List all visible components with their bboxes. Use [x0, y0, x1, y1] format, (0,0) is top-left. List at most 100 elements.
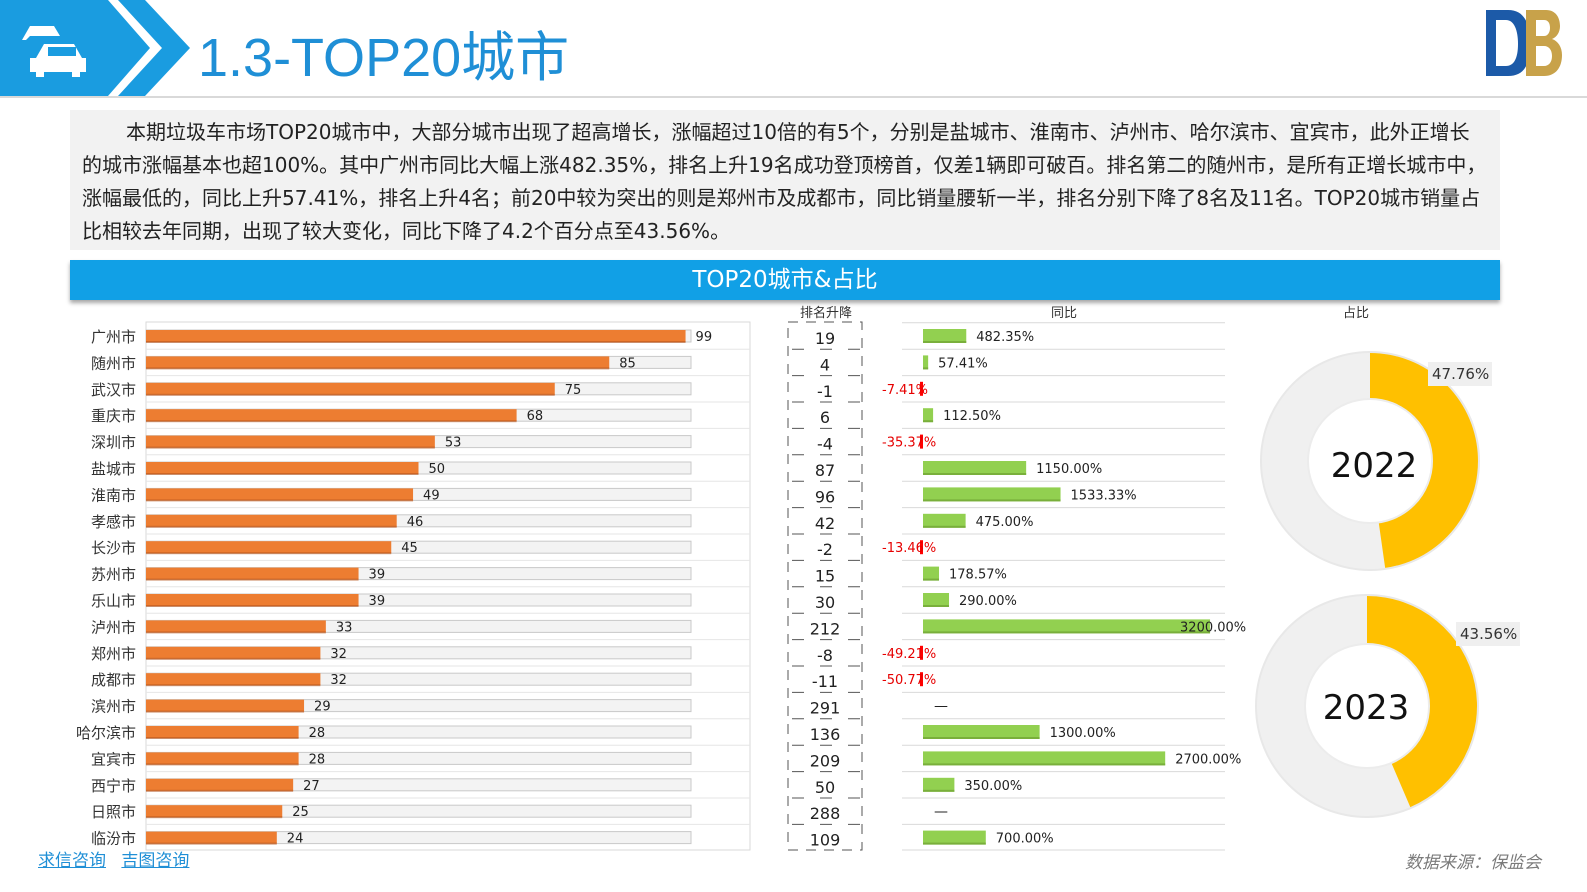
city-tick-label: 盐城市: [91, 460, 136, 478]
donut-value-label: 47.76%: [1432, 365, 1489, 383]
yoy-bar-negative: [920, 645, 923, 660]
bar-mark: [146, 435, 435, 448]
city-tick-label: 乐山市: [91, 592, 136, 610]
bar-shadow: [146, 763, 299, 766]
bar-value-label: 39: [369, 568, 386, 583]
bar-shadow: [146, 657, 321, 660]
donut-center-label: 2023: [1323, 688, 1410, 728]
rank-change-value: -2: [817, 540, 833, 559]
bar-shadow: [146, 605, 359, 607]
yoy-value-label: -13.46%: [882, 541, 936, 556]
yoy-bar-shadow: [923, 341, 967, 343]
city-tick-label: 临汾市: [91, 830, 136, 848]
footer-link-qiuxin[interactable]: 求信咨询: [38, 851, 106, 871]
city-tick-label: 日照市: [91, 803, 136, 821]
summary-text: 本期垃圾车市场TOP20城市中，大部分城市出现了超高增长，涨幅超过10倍的有5个…: [82, 120, 1487, 243]
bar-value-label: 75: [565, 383, 582, 398]
yoy-value-label: 482.35%: [976, 330, 1034, 345]
bar-shadow: [146, 578, 359, 581]
rank-change-value: 42: [815, 514, 835, 533]
bar-mark: [146, 673, 321, 686]
yoy-value-label: 475.00%: [976, 515, 1034, 530]
bar-shadow: [146, 631, 326, 634]
rank-change-value: 209: [810, 751, 841, 770]
donut-value-label: 43.56%: [1460, 625, 1517, 643]
rank-change-value: -11: [812, 672, 838, 691]
car-icon: [22, 26, 86, 77]
city-tick-label: 长沙市: [91, 539, 136, 557]
rank-change-value: 109: [810, 831, 841, 850]
yoy-value-label: -49.21%: [882, 647, 936, 662]
yoy-value-label: 112.50%: [943, 409, 1001, 424]
bar-mark: [146, 462, 419, 474]
yoy-bar-positive: [923, 830, 986, 845]
rank-change-header: 排名升降: [800, 305, 852, 321]
bar-mark: [146, 409, 517, 422]
yoy-bar-negative: [920, 381, 923, 396]
donut-hole: [1304, 643, 1430, 769]
bar-shadow: [146, 499, 414, 502]
yoy-bar-shadow: [923, 473, 1027, 475]
yoy-bar-shadow: [923, 367, 929, 370]
bar-value-label: 45: [401, 541, 418, 556]
yoy-value-label: —: [934, 699, 948, 715]
yoy-value-label: 350.00%: [964, 779, 1022, 794]
rank-change-value: 96: [815, 487, 835, 506]
rank-change-value: 50: [815, 778, 835, 797]
rank-change-value: 212: [810, 619, 841, 638]
yoy-bar-shadow: [923, 420, 934, 423]
city-tick-label: 郑州市: [91, 645, 136, 663]
bar-shadow: [146, 525, 397, 528]
city-tick-label: 西宁市: [91, 777, 136, 795]
donut-slice-share: [1367, 596, 1478, 808]
donut-value-label-bg: [1456, 622, 1520, 646]
summary-text-box: 本期垃圾车市场TOP20城市中，大部分城市出现了超高增长，涨幅超过10倍的有5个…: [70, 110, 1500, 250]
donut-center-label: 2022: [1331, 446, 1418, 486]
rank-change-value: 136: [810, 725, 841, 744]
bar-shadow: [146, 341, 686, 343]
bar-mark: [146, 646, 321, 659]
header-divider: [0, 96, 1587, 98]
yoy-value-label: -35.37%: [882, 436, 936, 451]
rank-change-value: 19: [815, 329, 835, 348]
rank-change-value: 30: [815, 593, 835, 612]
city-tick-label: 泸州市: [91, 618, 136, 636]
footer-link-jitu[interactable]: 吉图咨询: [121, 851, 190, 871]
footer-links: 求信咨询 吉图咨询: [38, 846, 199, 871]
city-tick-label: 武汉市: [91, 381, 136, 399]
page-title: 1.3-TOP20城市: [198, 28, 570, 88]
yoy-bar-negative: [920, 434, 923, 449]
rank-change-value: -8: [817, 646, 833, 665]
bar-mark: [146, 356, 610, 369]
share-header: 占比: [1343, 306, 1369, 321]
bar-value-label: 39: [369, 594, 386, 609]
bar-mark: [146, 330, 686, 342]
bar-value-label: 32: [330, 673, 347, 688]
yoy-bar-positive: [923, 355, 929, 370]
donut-value-label-bg: [1428, 362, 1492, 386]
yoy-value-label: 1300.00%: [1050, 726, 1116, 741]
yoy-bar-positive: [923, 777, 955, 792]
rank-change-value: -1: [817, 382, 833, 401]
bar-value-label: 28: [309, 752, 326, 767]
bar-mark: [146, 567, 359, 580]
bar-value-label: 85: [619, 356, 636, 371]
yoy-bar-positive: [923, 329, 967, 343]
rank-change-value: 4: [820, 355, 830, 374]
yoy-bar-shadow: [923, 763, 1166, 766]
bar-shadow: [146, 737, 299, 739]
bar-shadow: [146, 842, 277, 845]
city-tick-label: 成都市: [91, 671, 136, 689]
yoy-bar-shadow: [923, 789, 955, 792]
yoy-bar-shadow: [923, 578, 940, 581]
bar-value-label: 28: [309, 726, 326, 741]
bar-mark: [146, 620, 326, 633]
yoy-bar-positive: [923, 566, 940, 581]
yoy-bar-positive: [923, 461, 1027, 475]
bar-mark: [146, 382, 555, 395]
bar-value-label: 27: [303, 779, 320, 794]
city-tick-label: 广州市: [91, 328, 136, 346]
bar-shadow: [146, 420, 517, 423]
rank-change-value: -4: [817, 435, 833, 454]
